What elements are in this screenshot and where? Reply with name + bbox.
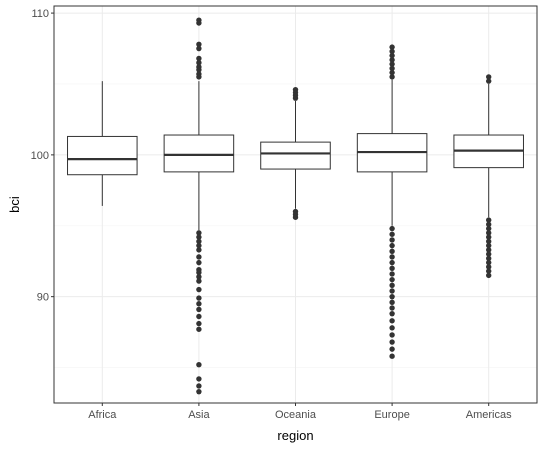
box-iqr: [67, 135, 138, 176]
outlier-point: [486, 74, 492, 80]
outlier-point: [389, 65, 395, 72]
outlier-point: [389, 61, 395, 67]
outlier-point: [196, 383, 202, 389]
box-europe: [356, 44, 428, 359]
outlier-point: [389, 265, 395, 272]
outlier-point: [196, 20, 202, 26]
outlier-point: [389, 305, 395, 311]
outlier-point: [389, 310, 395, 317]
outlier-point: [196, 254, 202, 260]
x-axis-title: region: [277, 428, 313, 443]
outlier-point: [389, 325, 395, 331]
x-axis: Africa Asia Oceania Europe Americas: [88, 403, 512, 421]
outlier-point: [389, 346, 395, 352]
box-africa: [67, 81, 138, 206]
outlier-point: [196, 278, 202, 284]
outlier-point: [389, 52, 395, 59]
x-tick-label: Oceania: [275, 409, 317, 421]
outlier-point: [389, 276, 395, 283]
outlier-point: [486, 225, 492, 232]
outlier-point: [196, 242, 202, 249]
outlier-point: [196, 269, 202, 276]
x-tick-label: Asia: [188, 409, 210, 421]
outlier-point: [196, 320, 202, 327]
outlier-point: [389, 254, 395, 260]
outlier-point: [389, 231, 395, 237]
outlier-point: [389, 293, 395, 300]
outlier-point: [486, 264, 492, 270]
outlier-point: [389, 339, 395, 345]
outlier-point: [292, 214, 299, 220]
outlier-point: [196, 234, 202, 240]
outlier-point: [486, 268, 492, 274]
outlier-point: [389, 288, 395, 294]
outlier-point: [389, 57, 395, 63]
outlier-point: [196, 306, 202, 313]
outlier-point: [196, 67, 202, 73]
outlier-point: [196, 388, 202, 395]
outlier-point: [389, 332, 395, 338]
outlier-point: [389, 282, 395, 289]
outlier-point: [196, 74, 202, 80]
outlier-point: [486, 259, 492, 266]
outlier-point: [389, 237, 395, 243]
outlier-point: [389, 318, 395, 324]
outlier-point: [196, 45, 202, 52]
outlier-point: [389, 242, 395, 249]
outlier-point: [196, 238, 202, 245]
box-iqr: [260, 141, 331, 170]
outlier-point: [389, 259, 395, 266]
outlier-point: [486, 251, 492, 257]
outlier-point: [196, 295, 202, 301]
x-tick-label: Africa: [88, 409, 117, 421]
outlier-point: [389, 225, 395, 232]
outlier-point: [486, 272, 492, 279]
outlier-point: [486, 242, 492, 249]
outlier-point: [486, 234, 492, 240]
y-axis-title: bci: [7, 196, 22, 213]
outlier-point: [486, 217, 492, 223]
outlier-point: [389, 271, 395, 277]
y-tick-label: 90: [37, 292, 49, 304]
x-tick-label: Americas: [466, 409, 512, 421]
outlier-point: [196, 259, 202, 266]
outlier-point: [196, 55, 202, 62]
outlier-point: [486, 247, 492, 253]
y-axis: 90 100 110: [31, 8, 54, 304]
outlier-point: [196, 247, 202, 253]
outlier-point: [196, 274, 202, 280]
outlier-point: [389, 69, 395, 76]
outlier-point: [486, 238, 492, 245]
outlier-point: [196, 230, 202, 236]
outlier-point: [196, 376, 202, 382]
outlier-point: [486, 255, 492, 262]
outlier-point: [292, 95, 299, 101]
outlier-point: [389, 48, 395, 55]
outlier-point: [196, 301, 202, 307]
outlier-point: [389, 353, 395, 359]
outlier-point: [196, 286, 202, 293]
outlier-point: [389, 44, 395, 50]
outlier-point: [196, 60, 202, 66]
outlier-point: [389, 248, 395, 254]
outlier-point: [389, 299, 395, 306]
box-asia: [163, 17, 235, 395]
outlier-point: [389, 74, 395, 80]
box-series: [67, 17, 524, 395]
outlier-point: [196, 41, 202, 47]
outlier-point: [486, 221, 492, 228]
outlier-point: [196, 326, 202, 332]
box-oceania: [260, 86, 331, 220]
outlier-point: [196, 362, 202, 368]
x-tick-label: Europe: [374, 409, 409, 421]
box-iqr: [163, 134, 235, 173]
y-tick-label: 110: [31, 8, 49, 20]
outlier-point: [486, 230, 492, 236]
outlier-point: [196, 313, 202, 320]
box-americas: [453, 74, 524, 279]
outlier-point: [486, 78, 492, 84]
y-tick-label: 100: [31, 150, 49, 162]
